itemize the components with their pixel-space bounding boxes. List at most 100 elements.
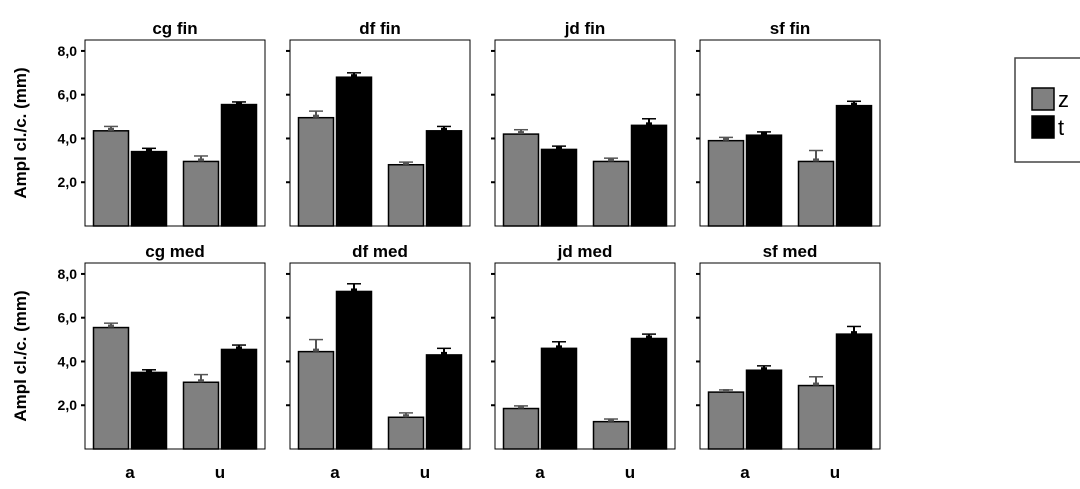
bar-t-u: [835, 333, 873, 450]
error-base: [813, 158, 819, 162]
bar-t-u: [630, 337, 668, 450]
bar-t-a: [335, 290, 373, 450]
y-axis-labels: Ampl cl./c. (mm) Ampl cl./c. (mm): [11, 67, 30, 421]
bar-t-a: [540, 347, 578, 450]
error-base: [441, 127, 447, 131]
panel-jd-med: jd med a u: [491, 242, 676, 482]
y-tick-label: 8,0: [58, 43, 78, 59]
panel-df-fin: df fin: [286, 19, 471, 227]
error-base: [146, 148, 152, 152]
bar-z-u: [797, 160, 835, 227]
error-base: [723, 137, 729, 141]
plot-frame: [289, 262, 471, 450]
panel-title: df fin: [359, 19, 401, 38]
bar-t-u: [220, 348, 258, 450]
bar-z-u: [387, 163, 425, 227]
error-base: [851, 331, 857, 335]
error-base: [236, 346, 242, 350]
y-tick-label: 2,0: [58, 397, 78, 413]
error-base: [723, 389, 729, 393]
y-tick-label: 4,0: [58, 130, 78, 146]
plot-frame: [494, 39, 676, 227]
panel-title: sf med: [763, 242, 818, 261]
y-tick-label: 6,0: [58, 87, 78, 103]
panel-title: cg fin: [152, 19, 197, 38]
y-axis-title: Ampl cl./c. (mm): [11, 290, 30, 421]
error-base: [108, 127, 114, 131]
legend-label-z: z: [1058, 87, 1069, 112]
x-category-label: a: [330, 463, 340, 482]
error-base: [313, 114, 319, 118]
y-axis-title: Ampl cl./c. (mm): [11, 67, 30, 198]
bar-z-u: [182, 381, 220, 450]
plot-frame: [699, 262, 881, 450]
bar-t-u: [630, 124, 668, 227]
error-base: [146, 369, 152, 373]
plot-frame: [699, 39, 881, 227]
panel-cg-med: cg med 2,0 4,0 6,0 8,0 a u: [58, 242, 266, 482]
bar-t-a: [130, 371, 168, 450]
error-base: [108, 324, 114, 328]
legend: zt: [1014, 57, 1080, 163]
error-base: [198, 158, 204, 162]
panels-layer: cg fin 2,0 4,0 6,0 8,0 df fin jd fin sf fin cg m…: [58, 19, 881, 482]
error-base: [646, 335, 652, 339]
bar-z-u: [797, 384, 835, 450]
bar-t-a: [130, 150, 168, 227]
error-base: [518, 131, 524, 135]
x-category-label: u: [215, 463, 225, 482]
plot-frame: [84, 39, 266, 227]
legend-swatch-t: [1031, 115, 1055, 139]
y-tick-label: 2,0: [58, 174, 78, 190]
error-base: [608, 418, 614, 422]
panel-title: jd fin: [564, 19, 606, 38]
bar-z-u: [592, 160, 630, 227]
x-category-label: a: [125, 463, 135, 482]
error-base: [236, 101, 242, 105]
x-category-label: a: [740, 463, 750, 482]
error-base: [851, 102, 857, 106]
x-category-label: a: [535, 463, 545, 482]
bar-z-a: [707, 139, 745, 227]
plot-frame: [494, 262, 676, 450]
bar-t-a: [745, 369, 783, 450]
panel-title: df med: [352, 242, 408, 261]
error-base: [313, 348, 319, 352]
error-base: [608, 158, 614, 162]
bar-z-a: [502, 133, 540, 227]
error-base: [761, 367, 767, 371]
error-base: [646, 122, 652, 126]
plot-frame: [289, 39, 471, 227]
error-base: [198, 379, 204, 383]
panel-title: jd med: [557, 242, 613, 261]
bar-t-a: [745, 134, 783, 227]
bar-z-u: [387, 416, 425, 450]
y-tick-label: 4,0: [58, 353, 78, 369]
bar-t-u: [425, 354, 463, 450]
bar-t-a: [540, 148, 578, 227]
error-base: [403, 414, 409, 418]
bar-z-u: [592, 420, 630, 450]
bar-z-a: [707, 391, 745, 450]
panel-title: sf fin: [770, 19, 811, 38]
bar-t-u: [425, 130, 463, 227]
x-category-label: u: [420, 463, 430, 482]
plot-frame: [84, 262, 266, 450]
bar-t-a: [335, 76, 373, 227]
error-base: [761, 132, 767, 136]
panel-sf-fin: sf fin: [696, 19, 881, 227]
legend-label-t: t: [1058, 115, 1064, 140]
error-base: [556, 345, 562, 349]
error-base: [813, 382, 819, 386]
x-category-label: u: [830, 463, 840, 482]
error-base: [351, 288, 357, 292]
error-base: [351, 74, 357, 78]
panel-cg-fin: cg fin 2,0 4,0 6,0 8,0: [58, 19, 266, 227]
panel-df-med: df med a u: [286, 242, 471, 482]
bar-z-u: [182, 160, 220, 227]
bar-z-a: [297, 116, 335, 227]
y-tick-label: 8,0: [58, 266, 78, 282]
bar-z-a: [502, 407, 540, 450]
bar-t-u: [835, 104, 873, 227]
